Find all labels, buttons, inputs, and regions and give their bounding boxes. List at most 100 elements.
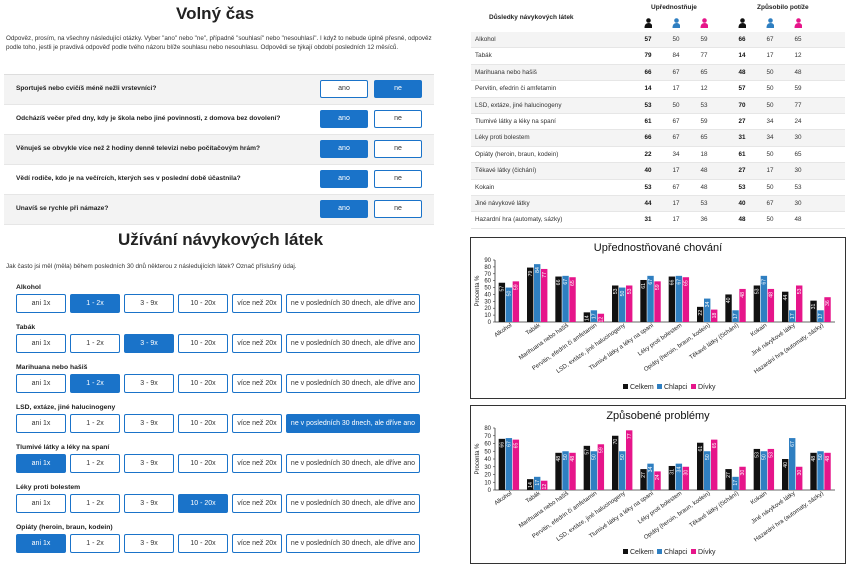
table-row-name: LSD, extáze, jiné halucinogeny <box>475 101 562 109</box>
frequency-option-button[interactable]: ne v posledních 30 dnech, ale dříve ano <box>286 414 420 433</box>
bar-celkem <box>555 452 562 490</box>
table-cell-value: 27 <box>738 118 746 125</box>
frequency-option-button[interactable]: ne v posledních 30 dnech, ale dříve ano <box>286 294 420 313</box>
frequency-option-button[interactable]: 3 - 9x <box>124 454 174 473</box>
frequency-option-button[interactable]: 3 - 9x <box>124 414 174 433</box>
frequency-option-button[interactable]: 3 - 9x <box>124 294 174 313</box>
table-cell-value: 40 <box>644 167 652 175</box>
frequency-option-button[interactable]: ne v posledních 30 dnech, ale dříve ano <box>286 494 420 513</box>
frequency-option-button[interactable]: ne v posledních 30 dnech, ale dříve ano <box>286 334 420 353</box>
table-row-name: Tlumivé látky a léky na spaní <box>475 118 556 125</box>
frequency-option-button[interactable]: 10 - 20x <box>178 294 228 313</box>
answer-no-button[interactable]: ne <box>374 110 422 128</box>
frequency-option-button[interactable]: ani 1x <box>16 534 66 553</box>
frequency-option-button[interactable]: ani 1x <box>16 294 66 313</box>
frequency-option-button[interactable]: 1 - 2x <box>70 494 120 513</box>
frequency-option-button[interactable]: 3 - 9x <box>124 334 174 353</box>
table-row: Marihuana nebo hašiš 66 67 65 48 50 48 <box>471 64 845 82</box>
answer-no-button[interactable]: ne <box>374 170 422 188</box>
bar-dívky <box>569 277 576 322</box>
bar-data-label: 48 <box>570 456 576 462</box>
frequency-option-button[interactable]: více než 20x <box>232 374 282 393</box>
substance-label: LSD, extáze, jiné halucinogeny <box>16 404 116 411</box>
frequency-option-button[interactable]: více než 20x <box>232 494 282 513</box>
answer-yes-button[interactable]: ano <box>320 170 368 188</box>
answer-yes-button[interactable]: ano <box>320 110 368 128</box>
frequency-option-button[interactable]: ani 1x <box>16 494 66 513</box>
question-row: Unavíš se rychle při námaze? ano ne <box>4 195 434 225</box>
frequency-option-button[interactable]: 1 - 2x <box>70 374 120 393</box>
y-tick-label: 0 <box>488 488 492 494</box>
bar-celkem <box>782 291 789 322</box>
frequency-option-button[interactable]: více než 20x <box>232 334 282 353</box>
answer-no-button[interactable]: ne <box>374 200 422 218</box>
bar-chlapci <box>590 310 598 322</box>
frequency-option-button[interactable]: ani 1x <box>16 334 66 353</box>
bar-data-label: 77 <box>542 272 548 278</box>
frequency-option-button[interactable]: 10 - 20x <box>178 534 228 553</box>
bar-data-label: 57 <box>500 286 506 292</box>
bar-data-label: 50 <box>620 454 626 460</box>
frequency-option-button[interactable]: ani 1x <box>16 414 66 433</box>
table-cell-value: 17 <box>672 216 680 224</box>
frequency-option-button[interactable]: více než 20x <box>232 534 282 553</box>
bar-chlapci <box>562 275 569 322</box>
answer-yes-button[interactable]: ano <box>320 80 368 98</box>
frequency-option-button[interactable]: 1 - 2x <box>70 414 120 433</box>
frequency-option-button[interactable]: více než 20x <box>232 294 282 313</box>
table-row: Alkohol 57 50 59 66 67 65 <box>471 32 845 49</box>
table-cell-value: 53 <box>700 200 708 207</box>
frequency-option-button[interactable]: více než 20x <box>232 414 282 433</box>
bar-chlapci <box>704 451 711 490</box>
table-group-preferred: Upřednostňuje <box>651 4 697 11</box>
table-cell-value: 77 <box>794 101 802 109</box>
y-tick-label: 0 <box>488 320 492 326</box>
bar-chlapci <box>789 310 796 322</box>
y-tick-label: 30 <box>484 299 491 305</box>
frequency-option-button[interactable]: ne v posledních 30 dnech, ale dříve ano <box>286 534 420 553</box>
frequency-option-button[interactable]: 1 - 2x <box>70 294 120 313</box>
frequency-option-button[interactable]: více než 20x <box>232 454 282 473</box>
bar-chlapci <box>732 310 739 322</box>
bar-data-label: 67 <box>648 279 654 285</box>
frequency-option-button[interactable]: 3 - 9x <box>124 534 174 553</box>
frequency-option-button[interactable]: 3 - 9x <box>124 374 174 393</box>
bar-dívky <box>824 452 831 490</box>
table-row-name: Opiáty (heroin, braun, kodein) <box>475 150 559 158</box>
chart-preferred-title: Upřednostňované chování <box>593 242 723 254</box>
answer-no-button[interactable]: ne <box>374 140 422 158</box>
category-label: Marihuana nebo hašiš <box>518 323 570 362</box>
frequency-option-button[interactable]: 1 - 2x <box>70 334 120 353</box>
frequency-option-button[interactable]: 10 - 20x <box>178 414 228 433</box>
bar-data-label: 48 <box>740 292 746 298</box>
frequency-option-button[interactable]: 10 - 20x <box>178 374 228 393</box>
frequency-option-button[interactable]: 3 - 9x <box>124 494 174 513</box>
answer-no-button[interactable]: ne <box>374 80 422 98</box>
table-cell-value: 67 <box>766 36 774 43</box>
frequency-option-button[interactable]: ani 1x <box>16 374 66 393</box>
bar-data-label: 53 <box>613 288 619 294</box>
frequency-option-button[interactable]: 1 - 2x <box>70 454 120 473</box>
bar-data-label: 67 <box>762 279 768 285</box>
frequency-option-button[interactable]: 1 - 2x <box>70 534 120 553</box>
table-cell-value: 50 <box>766 183 774 191</box>
frequency-option-button[interactable]: 10 - 20x <box>178 494 228 513</box>
table-cell-value: 17 <box>766 52 774 60</box>
bar-celkem <box>640 469 647 490</box>
answer-yes-button[interactable]: ano <box>320 140 368 158</box>
table-cell-value: 48 <box>794 216 802 224</box>
table-row-name: Hazardní hra (automaty, sázky) <box>475 216 563 224</box>
bar-data-label: 84 <box>535 267 541 273</box>
y-tick-label: 10 <box>484 313 491 319</box>
frequency-option-button[interactable]: ne v posledních 30 dnech, ale dříve ano <box>286 454 420 473</box>
bar-data-label: 48 <box>556 456 562 462</box>
bar-data-label: 50 <box>818 454 824 460</box>
frequency-option-button[interactable]: ani 1x <box>16 454 66 473</box>
frequency-option-button[interactable]: 10 - 20x <box>178 454 228 473</box>
bar-chlapci <box>675 463 683 490</box>
legend-swatch <box>623 549 628 554</box>
bar-celkem <box>725 294 732 322</box>
frequency-option-button[interactable]: 10 - 20x <box>178 334 228 353</box>
frequency-option-button[interactable]: ne v posledních 30 dnech, ale dříve ano <box>286 374 420 393</box>
answer-yes-button[interactable]: ano <box>320 200 368 218</box>
